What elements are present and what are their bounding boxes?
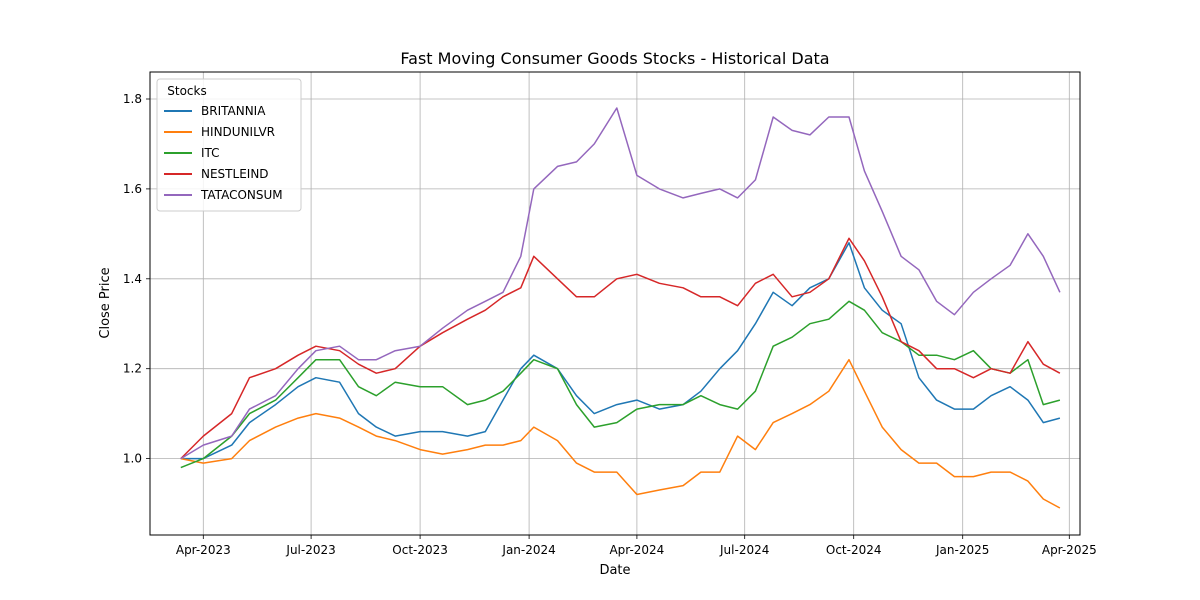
legend-label: HINDUNILVR [201, 125, 275, 139]
x-tick-label: Jul-2023 [285, 543, 335, 557]
y-tick-label: 1.0 [123, 452, 142, 466]
legend: Stocks BRITANNIA HINDUNILVR ITC NESTLEIND TAT… [156, 78, 302, 212]
y-axis: 1.0 1.2 1.4 1.6 1.8 [123, 92, 150, 466]
legend-label: ITC [201, 146, 220, 160]
grid [150, 72, 1080, 535]
series-line-britannia [180, 242, 1061, 460]
y-tick-label: 1.8 [123, 92, 142, 106]
plot-frame [149, 71, 1081, 536]
legend-label: TATACONSUM [200, 188, 283, 202]
x-tick-label: Jan-2024 [501, 543, 555, 557]
x-tick-label: Apr-2024 [609, 543, 664, 557]
x-tick-label: Apr-2023 [176, 543, 231, 557]
y-tick-label: 1.4 [123, 272, 142, 286]
x-tick-label: Jul-2024 [719, 543, 769, 557]
x-tick-label: Oct-2024 [826, 543, 882, 557]
legend-box [156, 78, 302, 212]
series-line-hindunilvr [180, 358, 1061, 509]
series-layer [180, 107, 1061, 509]
legend-title: Stocks [167, 84, 206, 98]
y-tick-label: 1.6 [123, 182, 142, 196]
series-line-tataconsum [180, 107, 1061, 460]
x-axis-label: Date [599, 563, 630, 578]
y-axis-label: Close Price [98, 267, 113, 338]
chart-title: Fast Moving Consumer Goods Stocks - Hist… [400, 49, 829, 68]
x-axis: Apr-2023 Jul-2023 Oct-2023 Jan-2024 Apr-2024… [176, 535, 1097, 557]
series-line-itc [180, 300, 1061, 469]
x-tick-label: Apr-2025 [1042, 543, 1097, 557]
x-tick-label: Jan-2025 [935, 543, 989, 557]
series-line-nestleind [180, 237, 1061, 460]
legend-label: NESTLEIND [201, 167, 269, 181]
y-tick-label: 1.2 [123, 362, 142, 376]
legend-label: BRITANNIA [201, 104, 266, 118]
x-tick-label: Oct-2023 [392, 543, 448, 557]
